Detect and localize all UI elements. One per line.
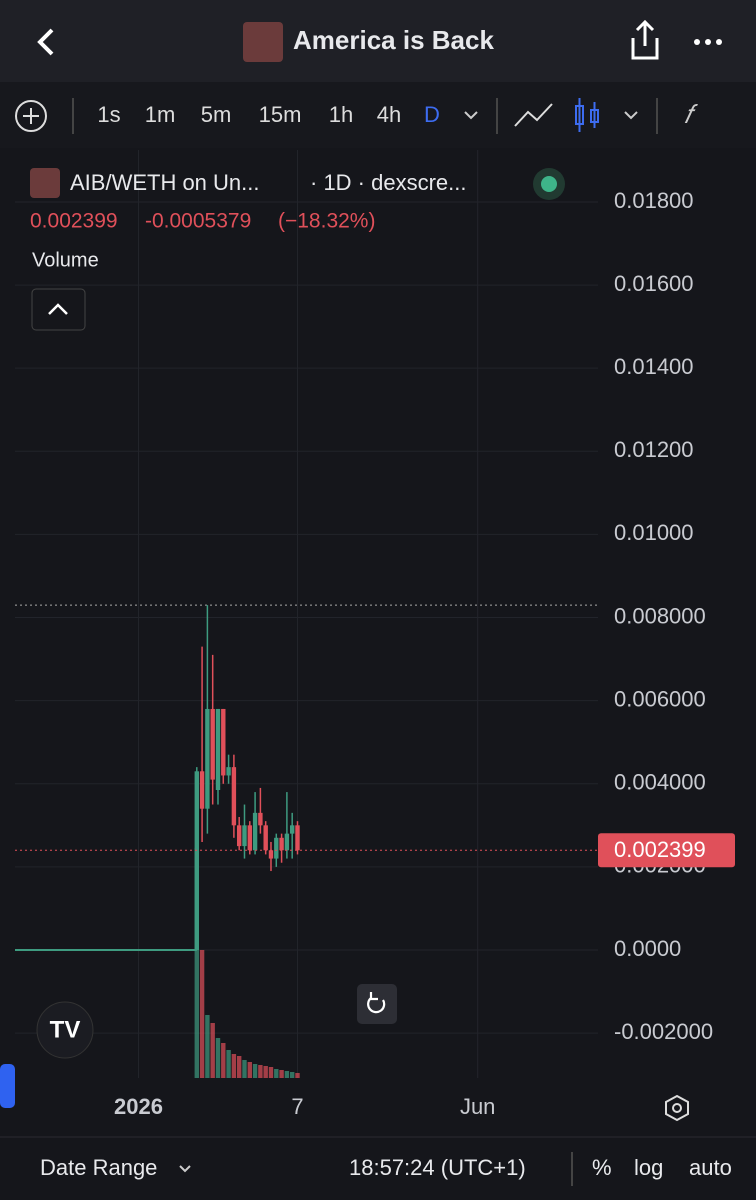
token-avatar: [243, 22, 283, 62]
volume-bar: [258, 1065, 263, 1078]
back-button[interactable]: [37, 28, 54, 56]
y-tick-label: 0.008000: [614, 603, 706, 628]
x-tick-label: Jun: [460, 1094, 495, 1119]
y-tick-label: 0.01600: [614, 271, 694, 296]
volume-bar: [242, 1060, 247, 1078]
candle-body: [247, 825, 252, 851]
tv-logo-mark: TV: [50, 1016, 81, 1043]
more-button[interactable]: [694, 39, 722, 45]
auto-toggle[interactable]: auto: [689, 1155, 732, 1180]
tv-logo[interactable]: [36, 1001, 94, 1059]
legend-meta: · 1D · dexscre...: [310, 170, 466, 195]
collapse-button[interactable]: [31, 288, 86, 331]
candle-body: [274, 837, 279, 859]
candle-body: [215, 708, 221, 790]
y-tick-label: 0.01800: [614, 188, 694, 213]
candle-body: [210, 708, 215, 780]
y-tick-label: 0.006000: [614, 686, 706, 711]
volume-bar: [289, 1072, 295, 1078]
line-chart-button[interactable]: [514, 103, 553, 127]
share-button[interactable]: [631, 19, 659, 60]
y-tick-label: 0.0000: [614, 936, 681, 961]
volume-bar: [210, 1023, 215, 1078]
volume-bar: [274, 1069, 279, 1078]
candle-body: [252, 812, 258, 851]
reset-icon: [367, 992, 386, 1014]
candle-body: [289, 825, 295, 834]
last-price-tag: [598, 833, 735, 868]
interval-button[interactable]: 1m: [145, 102, 176, 127]
interval-button[interactable]: 15m: [259, 102, 302, 127]
percent-toggle[interactable]: %: [592, 1155, 612, 1180]
volume-bar: [284, 1071, 290, 1078]
y-tick-label: 0.01000: [614, 520, 694, 545]
x-tick-label: 2026: [114, 1094, 163, 1119]
candle-body: [231, 767, 237, 826]
y-tick-label: 0.01200: [614, 437, 694, 462]
settings-button[interactable]: [665, 1094, 689, 1122]
last-price-label: 0.002399: [614, 837, 706, 862]
y-tick-label: -0.002000: [614, 1019, 713, 1044]
interval-button[interactable]: 1s: [97, 102, 120, 127]
legend-change: -0.0005379: [145, 210, 251, 233]
log-toggle[interactable]: log: [634, 1155, 663, 1180]
volume-bar: [199, 950, 205, 1078]
candle-body: [295, 825, 300, 851]
legend-symbol: AIB/WETH on Un...: [70, 170, 260, 195]
interval-dropdown[interactable]: [464, 111, 478, 120]
candle-body: [279, 837, 284, 851]
interval-button[interactable]: D: [424, 102, 440, 127]
interval-button[interactable]: 4h: [377, 102, 401, 127]
candle-body: [263, 825, 268, 851]
volume-bar: [221, 1043, 226, 1078]
candle-body: [284, 833, 290, 851]
volume-bar: [205, 1015, 210, 1078]
candle-body: [221, 708, 226, 776]
legend-change-pct: (−18.32%): [278, 210, 375, 233]
volume-bar: [247, 1062, 252, 1078]
candle-chart-button[interactable]: [575, 98, 599, 132]
toolbar: [0, 82, 756, 148]
volume-bar: [268, 1067, 274, 1078]
collapse-icon: [48, 303, 68, 315]
interval-button[interactable]: 5m: [201, 102, 232, 127]
reset-button[interactable]: [357, 984, 397, 1024]
volume-bar: [215, 1038, 221, 1078]
clock: 18:57:24 (UTC+1): [349, 1155, 526, 1180]
y-tick-label: 0.01400: [614, 354, 694, 379]
candle-body: [236, 825, 242, 847]
legend-last: 0.002399: [30, 210, 118, 233]
volume-bar: [295, 1073, 300, 1078]
volume-bar: [252, 1064, 258, 1078]
y-tick-label: 0.004000: [614, 770, 706, 795]
candle-body: [242, 825, 247, 847]
volume-bar: [279, 1070, 284, 1078]
x-tick-label: 7: [291, 1094, 303, 1119]
status-dot: [541, 176, 557, 192]
add-indicator[interactable]: [15, 100, 47, 132]
volume-bar: [226, 1050, 231, 1078]
chart-type-dropdown[interactable]: [624, 111, 638, 120]
header-title: America is Back: [293, 25, 494, 55]
side-tab[interactable]: [0, 1064, 15, 1108]
volume-bar: [263, 1066, 268, 1078]
interval-button[interactable]: 1h: [329, 102, 353, 127]
volume-bar: [194, 848, 199, 1078]
candle-body: [199, 771, 205, 809]
volume-label: Volume: [32, 249, 99, 271]
candle-body: [205, 708, 210, 809]
candle-body: [226, 767, 231, 776]
symbol-avatar: [30, 168, 60, 198]
candle-body: [268, 850, 274, 859]
date-range[interactable]: Date Range: [40, 1155, 157, 1180]
volume-bar: [236, 1056, 242, 1078]
date-range-chevron: [179, 1165, 191, 1173]
volume-bar: [231, 1054, 237, 1078]
candle-body: [258, 812, 263, 826]
header-bar: [0, 0, 756, 82]
candle-body: [194, 771, 199, 950]
